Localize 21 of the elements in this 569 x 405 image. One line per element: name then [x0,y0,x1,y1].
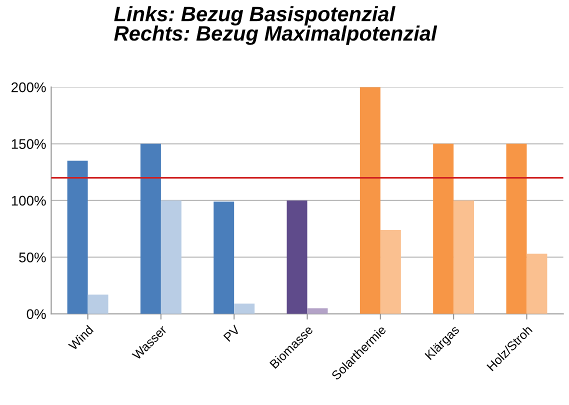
y-tick-label: 200% [12,82,46,92]
chart-title: Links: Bezug Basispotenzial Rechts: Bezug Maximalpotenzial [114,6,438,45]
x-tick-label: PV [223,324,240,342]
bar [454,200,474,314]
bar [160,200,182,314]
y-tick-label: 0% [26,309,46,320]
bar [307,308,328,314]
bar [360,87,380,314]
bar [433,144,454,314]
bar [67,160,88,314]
bar [286,200,308,314]
bar [140,144,161,314]
bar [88,294,108,314]
bar [506,144,527,314]
bar [526,254,548,314]
y-tick-label: 50% [19,252,46,262]
bar [234,304,255,314]
y-tick-label: 100% [12,196,46,206]
bar [380,230,401,314]
bar [214,202,234,314]
y-tick-label: 150% [12,139,46,149]
